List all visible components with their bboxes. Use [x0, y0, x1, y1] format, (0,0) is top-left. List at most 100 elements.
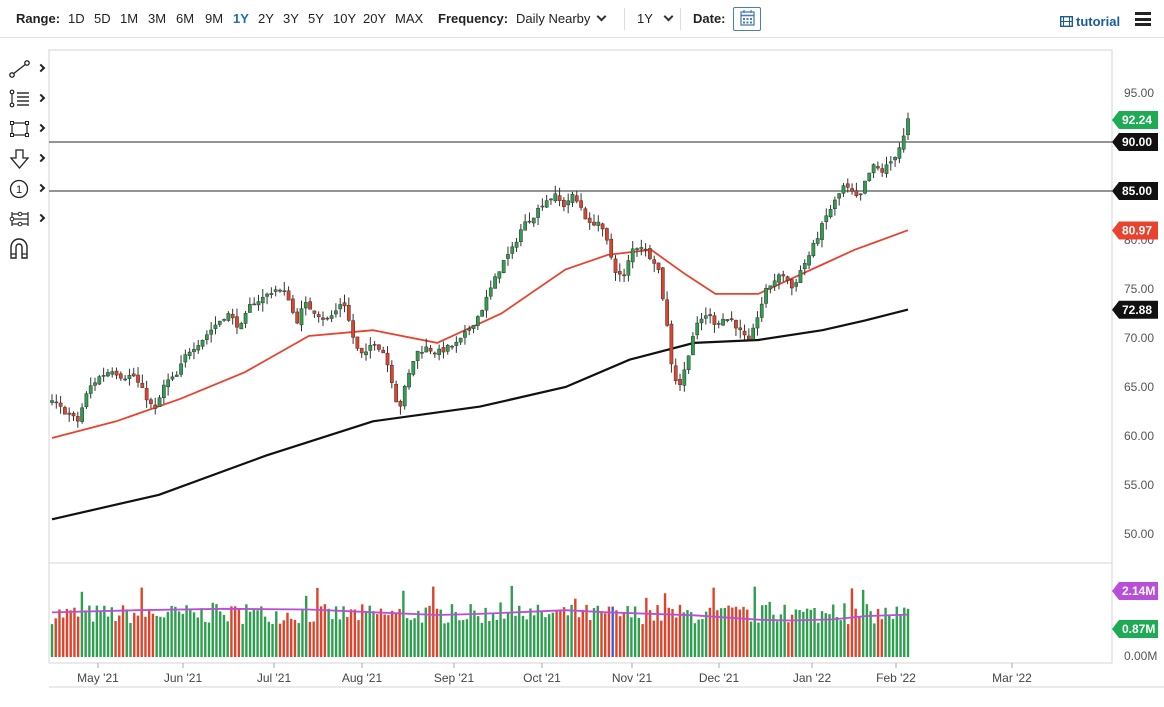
range-button-3m[interactable]: 3M: [148, 11, 167, 26]
candle-body: [88, 385, 93, 394]
range-button-1d[interactable]: 1D: [68, 11, 85, 26]
candle-body: [235, 316, 239, 328]
volume-bar: [121, 605, 125, 657]
arrow-tool[interactable]: [8, 148, 46, 172]
volume-bar: [207, 622, 211, 657]
volume-bar: [140, 587, 143, 657]
range-button-6m[interactable]: 6M: [176, 11, 195, 26]
candle-body: [764, 287, 768, 304]
candle-body: [643, 248, 648, 251]
magnet-tool[interactable]: [8, 238, 46, 262]
volume-bar: [809, 609, 813, 657]
date-picker-button[interactable]: [733, 7, 761, 31]
volume-bar: [846, 624, 850, 657]
fibonacci-tool[interactable]: [8, 88, 46, 112]
range-label: Range:: [16, 11, 61, 26]
volume-bar: [230, 606, 233, 657]
film-icon: [1059, 15, 1074, 28]
price-tick-label: 55.00: [1124, 478, 1154, 492]
volume-bar: [50, 624, 54, 657]
volume-bar: [252, 609, 256, 657]
range-button-max[interactable]: MAX: [395, 11, 424, 26]
candle-body: [484, 296, 489, 311]
volume-bar: [712, 587, 715, 657]
range-button-20y[interactable]: 20Y: [363, 11, 387, 26]
volume-bar: [368, 605, 371, 657]
candle-body: [136, 374, 140, 383]
volume-average-tag: [1112, 582, 1158, 600]
candle-body: [596, 221, 601, 226]
candle-body: [708, 314, 712, 317]
candle-body: [785, 276, 790, 281]
candle-body: [519, 229, 523, 243]
volume-bar: [895, 606, 898, 657]
volume-bar: [704, 611, 708, 657]
candle-body: [187, 351, 192, 356]
rectangle-tool[interactable]: [8, 118, 46, 142]
candle-body: [183, 354, 188, 363]
candle-body: [626, 260, 631, 276]
volume-bar: [645, 597, 648, 657]
volume-bar: [99, 611, 102, 657]
range-button-1m[interactable]: 1M: [120, 11, 139, 26]
candle-body: [884, 164, 889, 174]
period-dropdown[interactable]: 1Y: [637, 10, 674, 28]
candle-body: [880, 168, 885, 173]
volume-bar: [69, 610, 72, 657]
candle-body: [734, 319, 738, 329]
candle-body: [58, 402, 63, 407]
menu-icon[interactable]: [1135, 12, 1151, 26]
volume-bar: [177, 611, 181, 657]
volume-bar: [181, 613, 185, 657]
range-button-9m[interactable]: 9M: [205, 11, 224, 26]
volume-bar: [510, 585, 513, 657]
volume-bar: [185, 605, 188, 657]
candle-body: [854, 190, 859, 196]
volume-bar: [204, 621, 207, 657]
range-button-2y[interactable]: 2Y: [258, 11, 274, 26]
volume-bar: [835, 616, 839, 657]
volume-bar: [376, 614, 379, 657]
lower-level-tag-label: 85.00: [1122, 184, 1152, 198]
candle-body: [501, 260, 506, 274]
volume-bar: [671, 609, 674, 657]
upper-level-tag-label: 90.00: [1122, 135, 1152, 149]
candle-body: [428, 347, 433, 352]
range-button-5y[interactable]: 5Y: [308, 11, 324, 26]
range-button-1y[interactable]: 1Y: [233, 11, 249, 26]
tutorial-link[interactable]: tutorial: [1059, 14, 1120, 29]
date-label: Mar '22: [992, 671, 1032, 685]
candle-body: [205, 334, 209, 340]
volume-bar: [301, 610, 304, 657]
candle-body: [742, 330, 747, 336]
candle-body: [295, 311, 300, 324]
range-button-10y[interactable]: 10Y: [333, 11, 357, 26]
volume-bar: [787, 622, 790, 657]
volume-bar: [641, 624, 644, 657]
candle-body: [506, 254, 510, 259]
candle-body: [794, 282, 799, 287]
trend-line-tool[interactable]: [8, 58, 46, 82]
pattern-tool[interactable]: [8, 208, 46, 232]
candle-body: [209, 329, 214, 335]
candle-body: [213, 324, 218, 329]
range-button-3y[interactable]: 3Y: [283, 11, 299, 26]
candle-body: [566, 200, 571, 206]
volume-bar: [585, 604, 588, 657]
volume-bar: [323, 604, 327, 657]
candle-body: [230, 314, 235, 319]
candle-body: [123, 378, 127, 381]
candle-body: [325, 317, 330, 320]
volume-bar: [521, 615, 525, 657]
annotation-tool[interactable]: 1: [8, 178, 46, 202]
volume-bar: [828, 614, 831, 657]
range-button-5d[interactable]: 5D: [94, 11, 111, 26]
frequency-dropdown[interactable]: Daily Nearby: [516, 10, 607, 28]
volume-bar: [832, 604, 835, 657]
period-value: 1Y: [637, 11, 653, 26]
volume-bar: [514, 615, 517, 657]
horizontal-lines[interactable]: [49, 141, 1112, 192]
volume-bar: [491, 613, 495, 657]
volume-bar: [435, 608, 439, 657]
